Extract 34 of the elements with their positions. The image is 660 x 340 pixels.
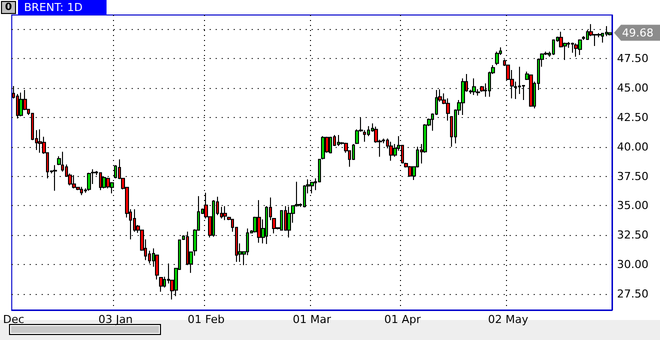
candlestick [329,136,332,154]
x-tick-label: 03 Jan [98,313,133,326]
y-tick-label: 40.00 [617,140,648,154]
candlestick [389,141,393,162]
candlestick [19,92,23,117]
x-tick-label: 02 May [488,313,529,326]
candlestick [461,78,465,116]
y-tick-label: 35.00 [617,199,648,212]
y-tick-label: 30.00 [617,258,648,272]
candlestick [223,206,227,221]
x-tick-label: 01 Mar [292,313,332,326]
y-tick-label: 42.50 [617,110,648,124]
candlestick [472,78,476,96]
x-tick-label: Dec [2,313,24,326]
candlestick [495,51,499,66]
candlestick [578,38,582,56]
y-tick-label: 32.50 [617,228,648,242]
candlestick [571,42,574,54]
candlestick [87,172,91,192]
y-tick-label: 45.00 [617,81,648,94]
candlestick [280,210,283,231]
y-tick-label: 47.50 [617,52,648,65]
candlestick [80,186,83,196]
y-tick-label: 27.50 [617,288,648,301]
text: 0 [5,2,12,13]
y-tick-label: 37.50 [617,170,648,183]
candlestick [337,134,340,147]
text: 49.68 [622,26,654,40]
candlestick [159,276,163,292]
x-tick-label: 01 Feb [188,313,225,326]
chart-title: BRENT: 1D [24,1,83,14]
candlestick [72,174,76,189]
candlestick [552,38,555,56]
x-tick-label: 01 Apr [384,313,422,326]
